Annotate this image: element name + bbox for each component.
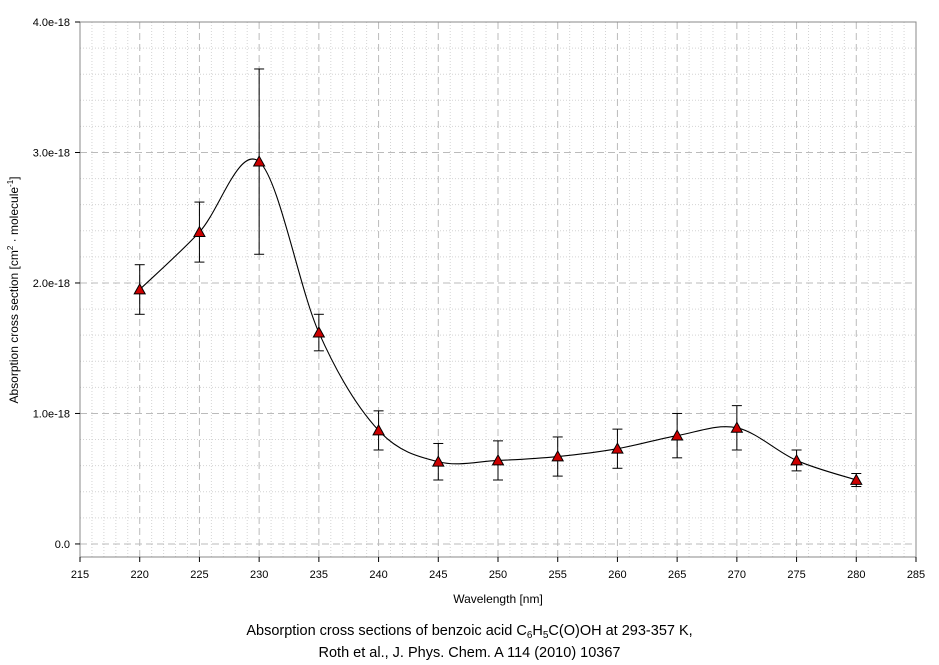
caption-sub-1: 6 <box>526 630 533 641</box>
data-point-marker <box>730 421 744 433</box>
x-tick-label: 280 <box>847 569 865 581</box>
data-point-marker <box>611 442 624 454</box>
y-axis-label-prefix: Absorption cross section [cm <box>7 250 21 403</box>
y-axis-label-middle: · molecule <box>7 187 21 246</box>
y-tick-label: 4.0e-18 <box>33 17 70 29</box>
x-axis: 215 220 225 230 235 240 245 250 255 260 265 270 275 2… <box>71 557 925 581</box>
data-point-marker <box>670 429 684 441</box>
data-point-marker <box>849 473 863 485</box>
x-tick-label: 225 <box>190 569 208 581</box>
x-tick-label: 270 <box>728 569 746 581</box>
x-tick-label: 255 <box>549 569 567 581</box>
data-point-marker <box>790 453 803 466</box>
x-tick-label: 275 <box>787 569 805 581</box>
x-tick-label: 240 <box>369 569 387 581</box>
y-tick-label: 0.0 <box>55 539 70 551</box>
x-tick-label: 245 <box>429 569 447 581</box>
x-tick-label: 220 <box>131 569 149 581</box>
y-axis-label-suffix: ] <box>7 176 21 179</box>
data-point-marker <box>133 282 147 295</box>
caption-line-1: Absorption cross sections of benzoic aci… <box>0 621 939 641</box>
data-point-marker <box>252 155 266 167</box>
x-tick-label: 235 <box>310 569 328 581</box>
minor-grid <box>80 22 916 557</box>
y-axis-label-sup2: -1 <box>6 179 15 187</box>
data-point-marker <box>372 423 385 436</box>
data-point-marker <box>431 455 445 467</box>
fit-curve <box>139 158 857 481</box>
x-tick-label: 260 <box>608 569 626 581</box>
data-markers <box>133 155 863 485</box>
x-tick-label: 285 <box>907 569 925 581</box>
x-axis-label: Wavelength [nm] <box>453 592 543 606</box>
caption-suffix: C(O)OH at 293-357 K, <box>548 623 693 639</box>
caption-line-2: Roth et al., J. Phys. Chem. A 114 (2010)… <box>318 645 621 661</box>
y-axis-label: Absorption cross section [cm2 · molecule… <box>6 176 21 403</box>
y-tick-label: 1.0e-18 <box>33 408 70 420</box>
x-tick-label: 250 <box>489 569 507 581</box>
caption-sub-2: 5 <box>542 630 549 641</box>
data-point-marker <box>312 326 326 338</box>
x-tick-label: 230 <box>250 569 268 581</box>
y-tick-label: 3.0e-18 <box>33 147 70 159</box>
data-point-marker <box>193 225 206 237</box>
data-point-marker <box>491 453 505 466</box>
x-tick-label: 265 <box>668 569 686 581</box>
data-point-marker <box>551 449 565 462</box>
caption-prefix: Absorption cross sections of benzoic aci… <box>246 623 527 639</box>
x-tick-label: 215 <box>71 569 89 581</box>
y-axis: 0.0 1.0e-18 2.0e-18 3.0e-18 4.0e-18 <box>33 17 80 551</box>
y-axis-label-sup1: 2 <box>6 245 15 250</box>
caption-mid: H <box>532 623 543 639</box>
y-tick-label: 2.0e-18 <box>33 278 70 290</box>
